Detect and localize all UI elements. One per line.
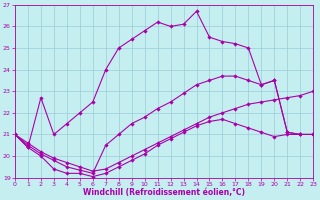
X-axis label: Windchill (Refroidissement éolien,°C): Windchill (Refroidissement éolien,°C) bbox=[83, 188, 245, 197]
